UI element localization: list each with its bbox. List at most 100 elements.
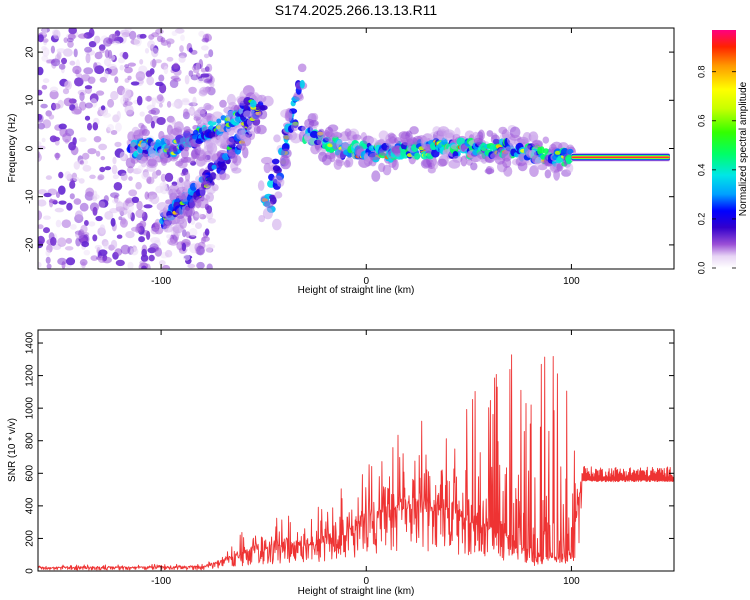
spectrogram-cell (196, 245, 205, 256)
spectrogram-cell (188, 70, 194, 77)
spectrogram-cell (115, 201, 124, 211)
spectrogram-cell (141, 129, 150, 137)
spectrogram-cell (161, 264, 171, 269)
spectrogram-cell (64, 246, 74, 251)
spectrogram-cell (81, 241, 89, 248)
spectrogram-cell (103, 57, 112, 67)
spectrogram-cell (50, 58, 61, 67)
spectrogram-cell (139, 59, 144, 65)
spectrogram-cell (369, 137, 378, 146)
snr-series-line (38, 354, 674, 571)
spectrogram-cell (154, 226, 164, 235)
spectrogram-cell (310, 144, 320, 155)
spectrogram-cell (61, 57, 67, 65)
spectrogram-cell (207, 218, 216, 224)
spectrogram-cell (211, 164, 217, 170)
colorbar: 0.0 0.2 0.4 0.6 0.8 Normalized spectral ampl… (696, 30, 749, 274)
spectrogram-cell (119, 151, 126, 161)
spectrogram-cell (57, 237, 67, 247)
spectrogram-cell (88, 41, 97, 48)
spectrogram-cell (181, 242, 187, 252)
spectrogram-cell (226, 137, 235, 146)
spectrogram-cell (38, 153, 42, 162)
spectrogram-cell (204, 104, 214, 111)
spectrogram-cell (131, 196, 140, 203)
spectrogram-cell (42, 119, 52, 129)
spectrogram-cell (63, 37, 69, 43)
spectrogram-cell (84, 85, 93, 90)
spectrogram-cell (309, 120, 319, 127)
spectrogram-cell (120, 244, 131, 255)
spectrogram-cell (144, 48, 150, 54)
spectrogram-cell (131, 226, 140, 232)
spectrogram-y-tick-label: 10 (25, 94, 36, 106)
snr-y-tick-label: 1400 (25, 331, 36, 354)
spectrogram-cell (127, 62, 136, 67)
spectrogram-cell (231, 154, 238, 164)
spectrogram-cell (92, 196, 98, 202)
spectrogram-cell (87, 122, 92, 131)
spectrogram-cell (80, 224, 88, 234)
spectrogram-cell (345, 156, 354, 168)
spectrogram-cell (543, 148, 549, 154)
spectrogram-cell (115, 122, 122, 132)
spectrogram-cell (38, 141, 42, 146)
spectrogram-cell (567, 148, 574, 155)
spectrogram-cell (110, 130, 118, 135)
spectrogram-cell (253, 125, 261, 134)
spectrogram-cell (38, 34, 44, 43)
spectrogram-cell (324, 126, 334, 138)
spectrogram-cell (42, 78, 50, 84)
spectrogram-cell (188, 86, 197, 94)
snr-x-tick-label: 0 (363, 576, 369, 587)
spectrogram-cell (217, 133, 230, 142)
spectrogram-cell (179, 45, 184, 53)
spectrogram-cell (204, 228, 210, 236)
spectrogram-cell (80, 74, 91, 82)
snr-y-tick-label: 800 (25, 432, 36, 449)
spectrogram-cell (219, 163, 227, 171)
spectrogram-cell (210, 116, 218, 123)
spectrogram-cell (184, 74, 190, 85)
spectrogram-y-tick-label: -10 (25, 189, 36, 204)
spectrogram-cell (121, 217, 126, 225)
spectrogram-cell (271, 218, 282, 231)
spectrogram-cell (163, 65, 169, 75)
spectrogram-cell (484, 168, 495, 175)
spectrogram-cell (166, 56, 174, 62)
spectrogram-cell (164, 172, 174, 182)
spectrogram-cell (139, 33, 147, 39)
spectrogram-cell (180, 171, 186, 177)
spectrogram-cell (43, 192, 52, 198)
spectrogram-cell (89, 174, 96, 179)
spectrogram-cell (38, 199, 47, 207)
spectrogram-cell (125, 231, 135, 239)
spectrogram-cell (143, 204, 153, 209)
spectrogram-cell (197, 197, 209, 209)
spectrogram-cell (117, 57, 126, 64)
spectrogram-cell (169, 193, 177, 200)
spectrogram-cell (197, 148, 205, 155)
spectrogram-cell (140, 254, 149, 262)
spectrogram-cell (167, 41, 171, 48)
spectrogram-x-tick-label: -100 (151, 276, 171, 287)
spectrogram-cell (195, 222, 202, 230)
spectrogram-cell (57, 257, 67, 265)
spectrogram-cell (88, 221, 96, 227)
spectrogram-cell (73, 176, 80, 182)
spectrogram-cell (148, 109, 157, 115)
spectrogram-cell (116, 110, 121, 121)
spectrogram-cell (196, 261, 205, 269)
spectrogram-cell (424, 144, 431, 154)
spectrogram-cell (38, 114, 44, 123)
spectrogram-cell (517, 161, 528, 172)
spectrogram-cell (114, 76, 119, 84)
spectrogram-cell (55, 152, 60, 161)
spectrogram-cell (166, 101, 172, 108)
snr-y-tick-label: 0 (25, 568, 36, 574)
spectrogram-y-tick-label: 0 (25, 145, 36, 151)
spectrogram-cell (130, 81, 140, 86)
spectrogram-cell (531, 139, 543, 149)
